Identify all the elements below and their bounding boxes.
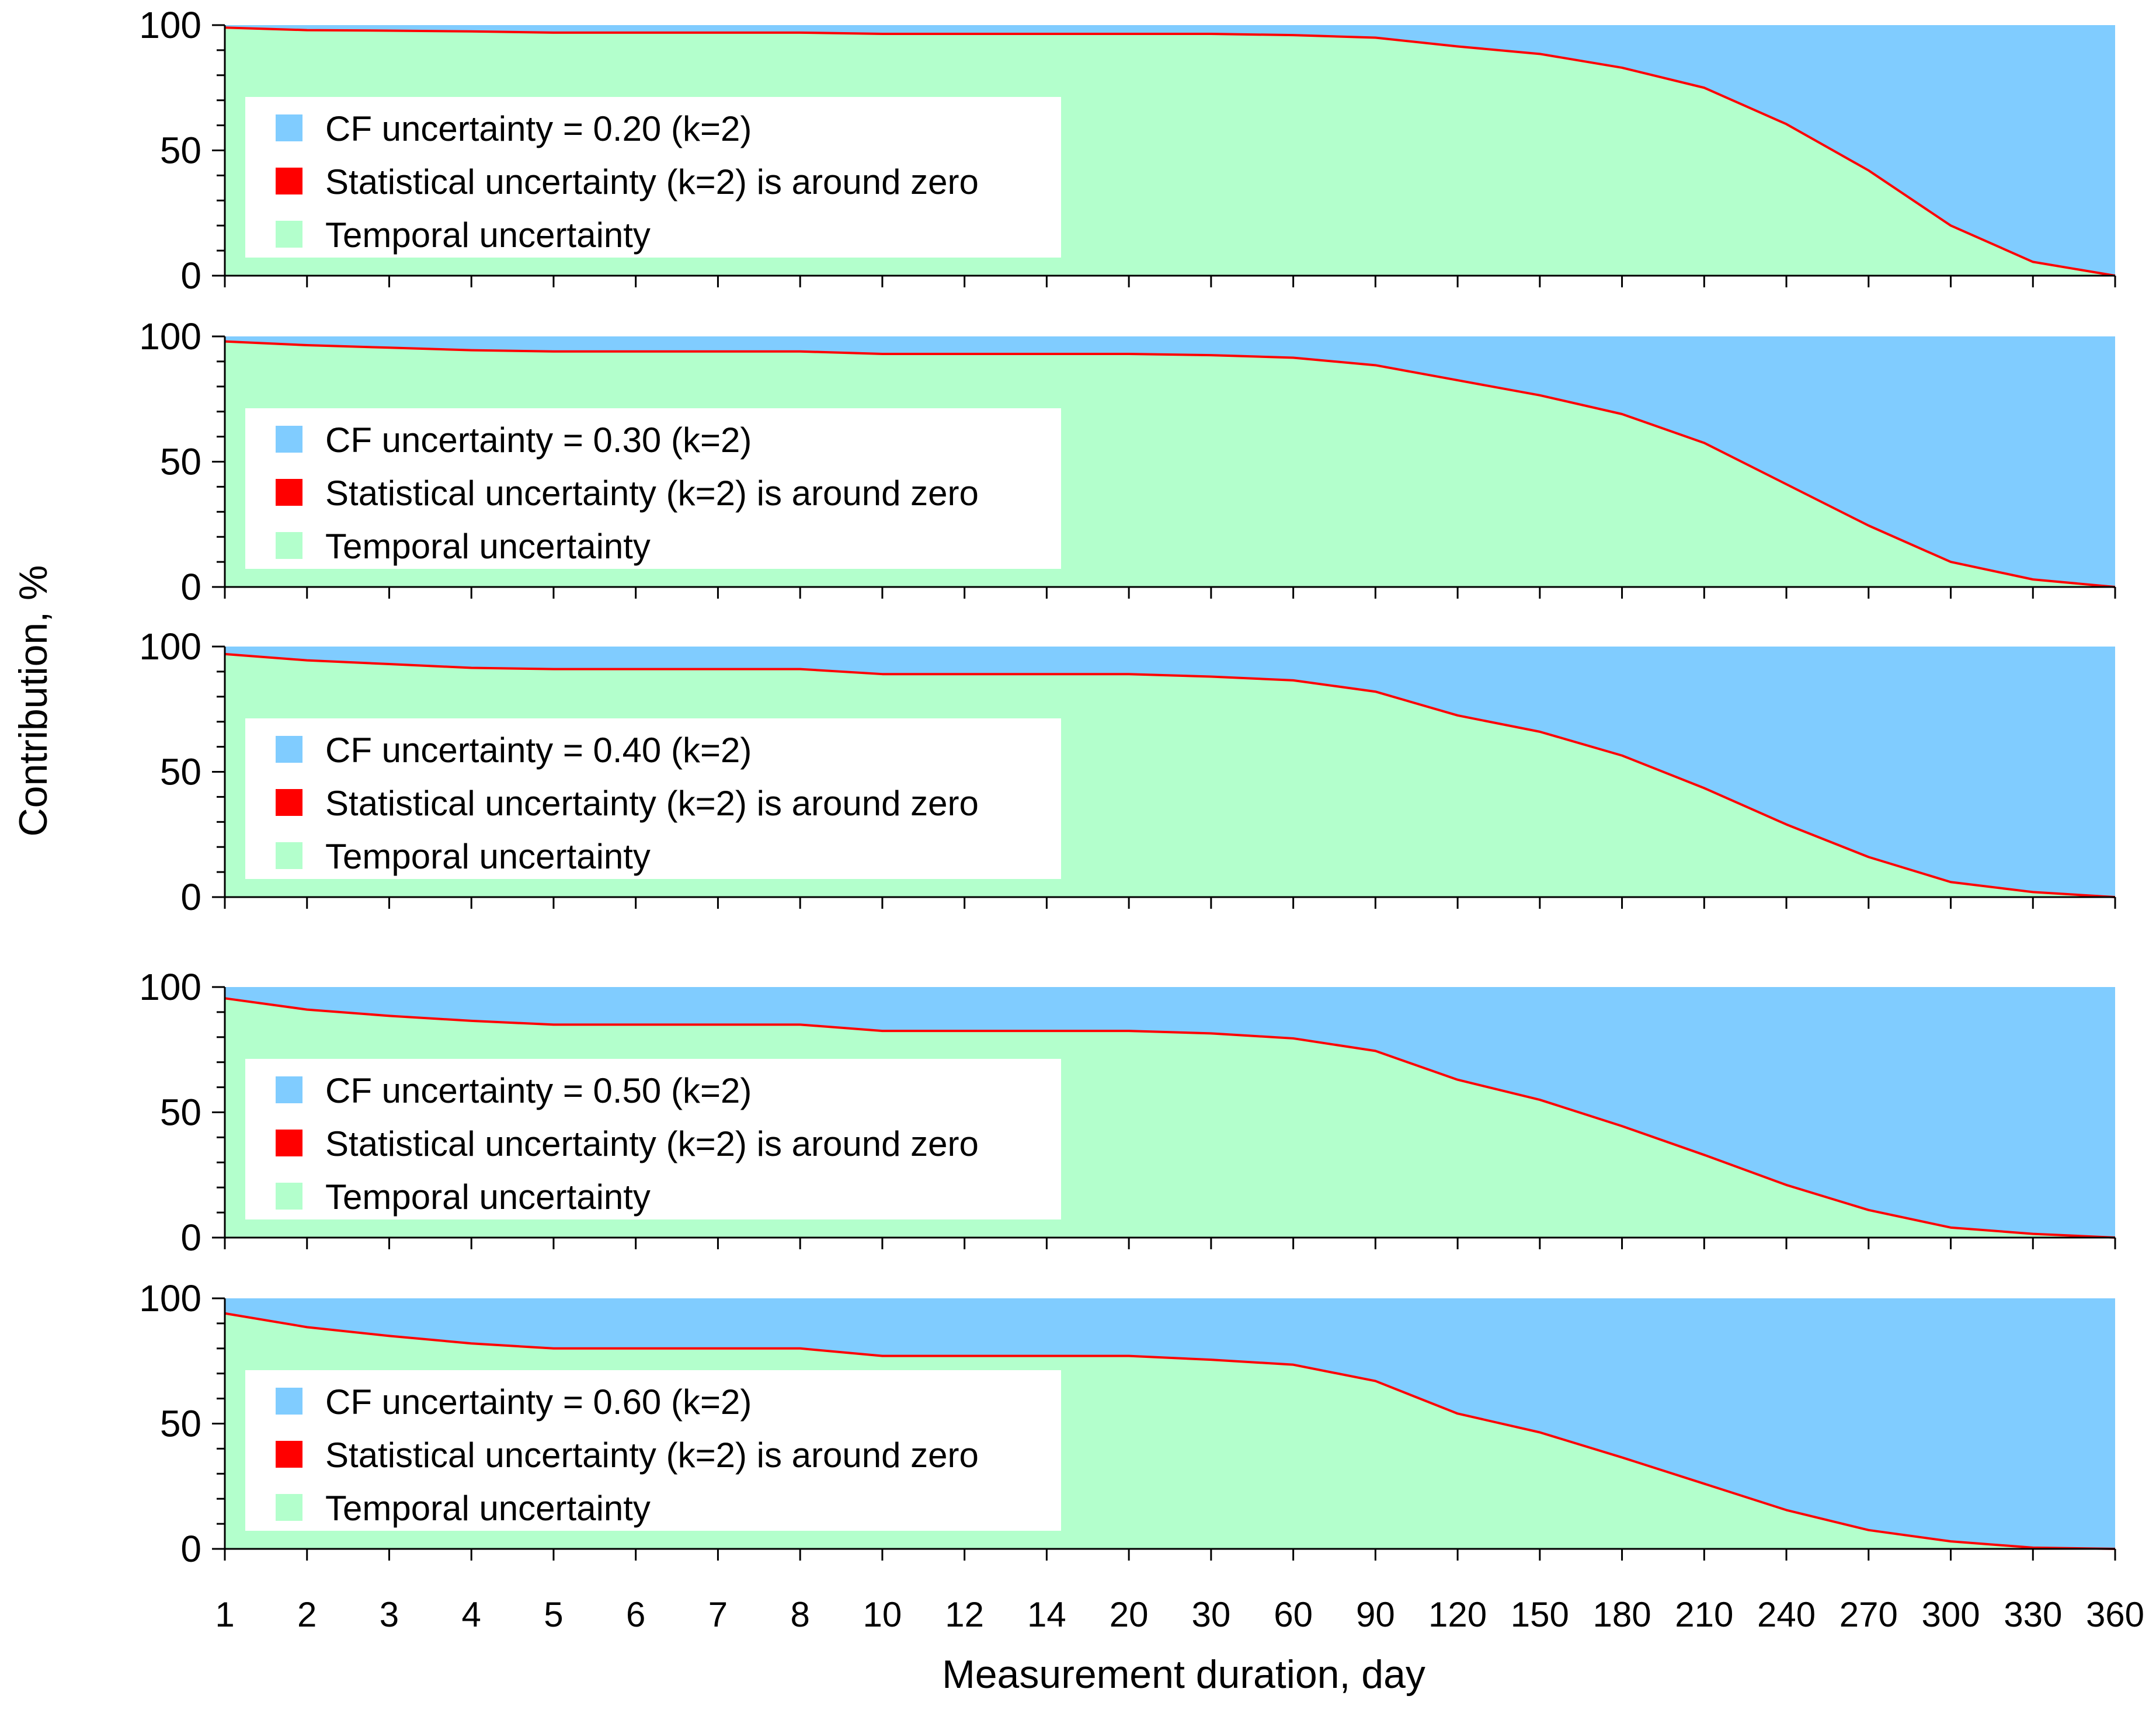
y-tick-label: 50 [160,441,201,483]
x-tick-label: 14 [1027,1595,1066,1634]
y-tick-label: 0 [180,1528,201,1570]
statistical-uncertainty-band [224,997,2116,1239]
y-tick-label: 0 [180,1217,201,1259]
legend-label: Temporal uncertainty [325,1177,651,1217]
legend-swatch-temporal [276,221,302,248]
legend-swatch-cf [276,1388,302,1415]
y-tick-label: 100 [139,315,201,357]
x-tick-label: 60 [1274,1595,1313,1634]
legend-swatch-statistical [276,1130,302,1156]
x-tick-label: 20 [1110,1595,1149,1634]
x-tick-label: 10 [863,1595,902,1634]
legend-swatch-temporal [276,842,302,869]
legend: CF uncertainty = 0.40 (k=2) Statistical u… [245,718,1061,879]
statistical-uncertainty-band [224,340,2116,588]
legend: CF uncertainty = 0.50 (k=2) Statistical u… [245,1059,1061,1219]
y-tick-label: 50 [160,1403,201,1445]
x-tick-label: 30 [1191,1595,1230,1634]
x-tick-label: 360 [2086,1595,2144,1634]
legend-label: Temporal uncertainty [325,216,651,255]
legend-label: CF uncertainty = 0.20 (k=2) [325,109,752,148]
x-tick-label: 2 [297,1595,317,1634]
x-tick-label: 300 [1921,1595,1980,1634]
x-tick-label: 5 [544,1595,563,1634]
x-axis-title: Measurement duration, day [942,1652,1425,1697]
y-tick-label: 50 [160,751,201,793]
x-tick-label: 150 [1511,1595,1569,1634]
panel-5: 0 50 100 CF uncertainty = 0.60 (k=2) Statist… [139,1277,2116,1570]
y-tick-label: 50 [160,130,201,172]
x-tick-label: 1 [215,1595,234,1634]
legend-swatch-statistical [276,479,302,506]
y-tick-label: 100 [139,4,201,46]
x-tick-label: 90 [1356,1595,1395,1634]
legend-swatch-statistical [276,1441,302,1468]
x-tick-label: 120 [1428,1595,1487,1634]
legend-swatch-cf [276,1076,302,1103]
panel-2: 0 50 100 CF uncertainty = 0.30 (k=2) Statist… [139,315,2116,608]
y-tick-label: 100 [139,626,201,668]
x-tick-label: 6 [626,1595,645,1634]
y-tick-label: 100 [139,1277,201,1319]
legend-background [245,408,1061,569]
legend-swatch-temporal [276,532,302,559]
x-tick-label: 180 [1593,1595,1651,1634]
legend-label: CF uncertainty = 0.60 (k=2) [325,1382,752,1422]
x-axis: 1 2 3 4 5 6 7 8 10 12 14 20 30 60 90 120 150 180 210 240 270… [215,1595,2144,1634]
y-axis-title: Contribution, % [11,565,55,837]
y-tick-label: 0 [180,255,201,297]
x-tick-label: 4 [462,1595,481,1634]
legend: CF uncertainty = 0.20 (k=2) Statistical u… [245,97,1061,258]
x-tick-label: 12 [945,1595,984,1634]
legend: CF uncertainty = 0.30 (k=2) Statistical u… [245,408,1061,569]
panels-layer: 0 50 100 CF uncertainty = 0.20 (k=2) Statist… [139,4,2116,1570]
legend-swatch-cf [276,426,302,453]
y-tick-label: 100 [139,966,201,1008]
statistical-uncertainty-band [224,652,2116,898]
x-tick-label: 7 [708,1595,728,1634]
y-tick-label: 0 [180,566,201,608]
y-tick-label: 0 [180,876,201,918]
x-tick-label: 330 [2004,1595,2062,1634]
panel-3: 0 50 100 CF uncertainty = 0.40 (k=2) Statist… [139,626,2116,918]
legend-swatch-cf [276,736,302,763]
legend-label: CF uncertainty = 0.40 (k=2) [325,731,752,770]
panel-4: 0 50 100 CF uncertainty = 0.50 (k=2) Statist… [139,966,2116,1259]
y-tick-label: 50 [160,1092,201,1134]
statistical-uncertainty-band [224,26,2116,277]
legend-background [245,97,1061,258]
legend-swatch-temporal [276,1494,302,1521]
legend-swatch-statistical [276,168,302,194]
x-tick-label: 8 [790,1595,809,1634]
legend-swatch-cf [276,114,302,141]
legend-background [245,718,1061,879]
legend-label: Statistical uncertainty (k=2) is around … [325,784,979,823]
legend-label: Statistical uncertainty (k=2) is around … [325,162,979,201]
statistical-uncertainty-band [224,1312,2116,1550]
x-tick-label: 270 [1839,1595,1898,1634]
legend-background [245,1370,1061,1531]
panel-1: 0 50 100 CF uncertainty = 0.20 (k=2) Statist… [139,4,2116,297]
legend-label: Statistical uncertainty (k=2) is around … [325,1436,979,1475]
x-tick-label: 240 [1757,1595,1816,1634]
legend-label: Temporal uncertainty [325,1489,651,1528]
legend-label: Temporal uncertainty [325,837,651,876]
legend-label: CF uncertainty = 0.30 (k=2) [325,421,752,460]
legend-swatch-statistical [276,789,302,816]
legend-label: CF uncertainty = 0.50 (k=2) [325,1071,752,1110]
legend-label: Statistical uncertainty (k=2) is around … [325,1124,979,1163]
x-tick-label: 210 [1675,1595,1733,1634]
legend-background [245,1059,1061,1219]
legend-label: Statistical uncertainty (k=2) is around … [325,474,979,513]
legend-label: Temporal uncertainty [325,527,651,566]
legend: CF uncertainty = 0.60 (k=2) Statistical u… [245,1370,1061,1531]
legend-swatch-temporal [276,1183,302,1210]
x-tick-label: 3 [380,1595,399,1634]
